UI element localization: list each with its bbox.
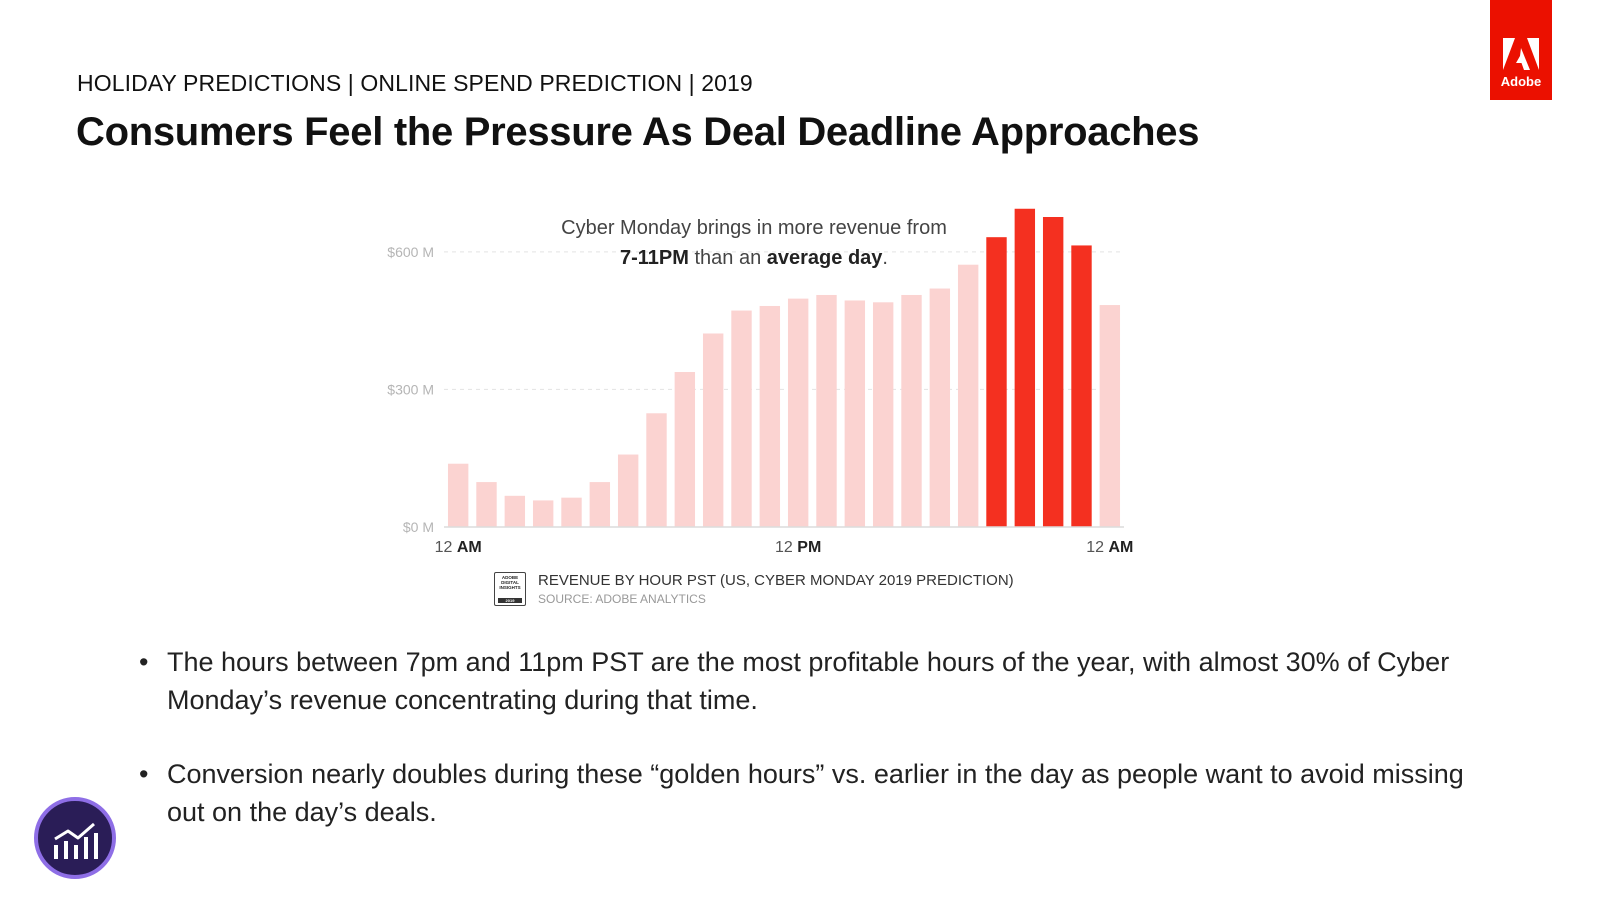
chart-title-line2: 7-11PM than an average day. bbox=[620, 247, 888, 269]
x-tick-label: 12 AM bbox=[1086, 539, 1133, 556]
bar bbox=[816, 294, 837, 527]
bar bbox=[504, 495, 526, 527]
badge-year: 2019 bbox=[498, 598, 522, 603]
caption-title: REVENUE BY HOUR PST (US, CYBER MONDAY 20… bbox=[538, 572, 1014, 589]
caption-source: SOURCE: ADOBE ANALYTICS bbox=[538, 592, 706, 606]
bar-highlight bbox=[1014, 208, 1036, 527]
adobe-wordmark: Adobe bbox=[1500, 74, 1542, 89]
bar bbox=[787, 298, 809, 527]
bar bbox=[617, 454, 639, 527]
bar bbox=[447, 463, 469, 527]
adobe-logo: Adobe bbox=[1490, 0, 1552, 100]
bar bbox=[532, 500, 554, 527]
revenue-by-hour-chart: $0 M $300 M $600 M 12 AM 12 PM 12 AM Cyber Mon… bbox=[387, 208, 1133, 556]
bar bbox=[844, 300, 866, 527]
badge-line: DIGITAL bbox=[501, 580, 519, 585]
bar bbox=[476, 482, 497, 527]
bar bbox=[759, 305, 781, 527]
bullet-item: • Conversion nearly doubles during these… bbox=[139, 755, 1479, 831]
bullet-dot: • bbox=[139, 647, 149, 677]
bar bbox=[1099, 305, 1121, 527]
bar bbox=[646, 413, 667, 527]
bullet-text: Conversion nearly doubles during these “… bbox=[167, 759, 1464, 827]
key-points-list: • The hours between 7pm and 11pm PST are… bbox=[139, 643, 1479, 867]
bullet-text: The hours between 7pm and 11pm PST are t… bbox=[167, 647, 1450, 715]
bar-highlight bbox=[986, 237, 1007, 527]
bullet-item: • The hours between 7pm and 11pm PST are… bbox=[139, 643, 1479, 719]
adobe-digital-insights-badge: ADOBE DIGITAL INSIGHTS 2019 bbox=[494, 572, 526, 606]
bar bbox=[872, 302, 894, 527]
bar bbox=[589, 482, 611, 527]
x-tick-label: 12 PM bbox=[775, 539, 821, 556]
bar bbox=[901, 294, 922, 527]
page-title: Consumers Feel the Pressure As Deal Dead… bbox=[76, 110, 1200, 154]
x-tick-label: 12 AM bbox=[435, 539, 482, 556]
bar bbox=[674, 372, 696, 527]
bar bbox=[731, 310, 752, 527]
adobe-logo-icon bbox=[1503, 38, 1539, 70]
analytics-chart-icon bbox=[34, 797, 116, 879]
bar bbox=[561, 497, 582, 527]
bar-highlight bbox=[1042, 217, 1064, 527]
y-tick-label: $0 M bbox=[403, 519, 434, 535]
y-tick-label: $600 M bbox=[387, 244, 434, 260]
bullet-dot: • bbox=[139, 759, 149, 789]
section-kicker: HOLIDAY PREDICTIONS | ONLINE SPEND PREDI… bbox=[77, 70, 753, 96]
bar bbox=[929, 288, 951, 527]
badge-line: INSIGHTS bbox=[499, 585, 521, 590]
chart-title-line1: Cyber Monday brings in more revenue from bbox=[561, 217, 947, 239]
bar-highlight bbox=[1071, 245, 1092, 528]
bar bbox=[957, 264, 979, 527]
y-tick-label: $300 M bbox=[387, 381, 434, 397]
bar bbox=[702, 333, 724, 527]
badge-line: ADOBE bbox=[501, 575, 519, 580]
